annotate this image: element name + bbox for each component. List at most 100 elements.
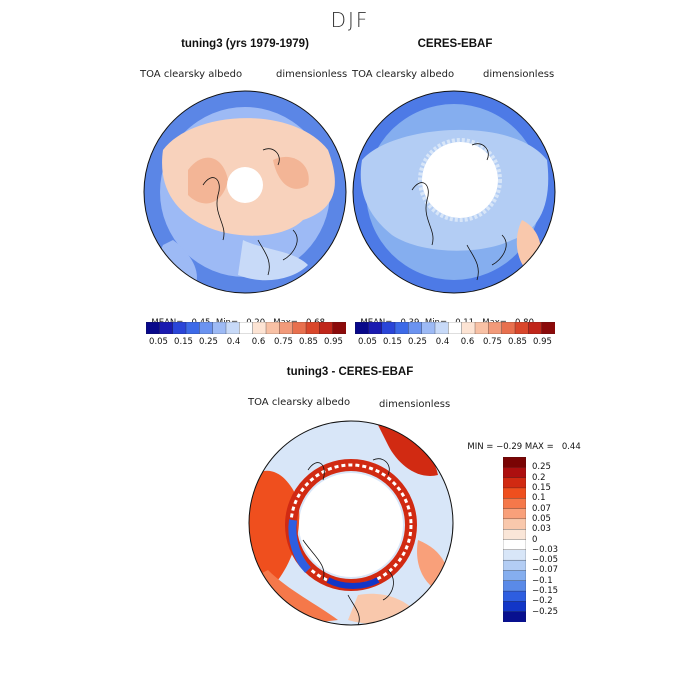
- panel1-colorbar-tick-label: 0.15: [174, 337, 193, 347]
- panel3-min-label: MIN =: [467, 442, 494, 452]
- panel1-colorbar-swatch: [212, 322, 227, 334]
- panel3-coastlines: [302, 458, 394, 625]
- panel1-variable: TOA clearsky albedo: [140, 69, 243, 80]
- panel1-colorbar-tick-label: 0.25: [199, 337, 218, 347]
- panel3-colorbar-swatch: [503, 590, 526, 602]
- panel3-colorbar-tick-label: −0.03: [532, 544, 559, 555]
- panel3-colorbar-tick-label: −0.1: [532, 575, 553, 586]
- panel1-colorbar-labels: 0.05 0.15 0.25 0.4 0.6 0.75 0.85 0.95: [146, 337, 346, 349]
- panel3-min: −0.29: [496, 442, 523, 452]
- panel2-colorbar-swatch: [541, 322, 555, 334]
- panel2-colorbar-swatch: [474, 322, 489, 334]
- panel3-colorbar-swatch: [503, 487, 526, 499]
- panel2-colorbar-swatch: [355, 322, 369, 334]
- panel2-colorbar-swatch: [381, 322, 396, 334]
- panel1-colorbar: [146, 322, 346, 334]
- panel3-colorbar: [503, 457, 526, 622]
- panel2-variable: TOA clearsky albedo: [352, 69, 455, 80]
- panel1-colorbar-tick-label: 0.4: [226, 337, 241, 347]
- panel1-colorbar-swatch: [319, 322, 334, 334]
- panel1-colorbar-swatch: [159, 322, 174, 334]
- panel3-colorbar-tick-label: 0: [532, 534, 538, 545]
- panel2-colorbar-swatch: [488, 322, 503, 334]
- panel1-polar-gap: [227, 167, 263, 203]
- panel3-colorbar-tick-label: 0.25: [532, 462, 551, 473]
- panel2-polar-gap: [422, 142, 498, 218]
- panel3-colorbar-swatch: [503, 467, 526, 479]
- panel2-colorbar-swatch: [408, 322, 423, 334]
- panel2-colorbar-swatch: [501, 322, 516, 334]
- panel3-colorbar-swatch: [503, 549, 526, 561]
- panel3-colorbar-tick-label: −0.25: [532, 606, 559, 617]
- panel3-colorbar-swatch: [503, 498, 526, 510]
- panel2-colorbar-swatch: [514, 322, 529, 334]
- panel3-colorbar-swatch: [503, 529, 526, 540]
- panel2-title: CERES-EBAF: [417, 38, 493, 50]
- panel2-colorbar-swatch: [394, 322, 409, 334]
- panel3-colorbar-swatch: [503, 601, 526, 613]
- panel3-max: 0.44: [561, 442, 581, 452]
- panel1-colorbar-swatch: [199, 322, 214, 334]
- panel1-colorbar-swatch: [265, 322, 280, 334]
- season-title: DJF: [330, 8, 370, 32]
- panel2-colorbar-tick-label: 0.95: [533, 337, 552, 347]
- panel2-colorbar-swatch: [461, 322, 476, 334]
- panel2-colorbar-swatch: [421, 322, 436, 334]
- panel1-units: dimensionless: [276, 69, 348, 80]
- panel3-units: dimensionless: [379, 399, 451, 410]
- panel1-colorbar-tick-label: 0.05: [149, 337, 168, 347]
- panel3-colorbar-swatch: [503, 477, 526, 489]
- panel1-colorbar-swatch: [252, 322, 267, 334]
- panel3-colorbar-labels: 0.25 0.2 0.15 0.1 0.07 0.05 0.03 0 −0.03 −0.05 −0.…: [530, 457, 590, 622]
- panel3-colorbar-swatch: [503, 570, 526, 582]
- panel3-colorbar-tick-label: 0.05: [532, 513, 551, 524]
- panel3-colorbar-swatch: [503, 508, 526, 520]
- panel1-polar-map: [143, 90, 347, 294]
- panel2-colorbar-tick-label: 0.05: [358, 337, 377, 347]
- panel1-colorbar-tick-label: 0.6: [251, 337, 266, 347]
- panel2-colorbar: [355, 322, 555, 334]
- panel1-colorbar-swatch: [332, 322, 346, 334]
- panel3-polar-map: [248, 420, 454, 626]
- panel2-colorbar-tick-label: 0.25: [408, 337, 427, 347]
- panel3-colorbar-tick-label: −0.2: [532, 596, 553, 607]
- panel2-colorbar-swatch: [434, 322, 449, 334]
- panel2-coastlines: [411, 143, 507, 281]
- panel3-colorbar-swatch: [503, 518, 526, 530]
- panel2-colorbar-tick-label: 0.85: [508, 337, 527, 347]
- panel1-colorbar-swatch: [292, 322, 307, 334]
- panel3-colorbar-swatch: [503, 457, 526, 468]
- panel1-colorbar-swatch: [185, 322, 200, 334]
- panel1-colorbar-swatch: [172, 322, 187, 334]
- panel1-colorbar-swatch: [225, 322, 240, 334]
- panel3-max-label: MAX =: [524, 442, 554, 452]
- panel1-colorbar-tick-label: 0.75: [274, 337, 293, 347]
- panel3-colorbar-swatch: [503, 611, 526, 622]
- panel3-colorbar-tick-label: 0.15: [532, 482, 551, 493]
- panel1-coastlines: [202, 148, 298, 276]
- panel1-colorbar-swatch: [305, 322, 320, 334]
- panel3-colorbar-swatch: [503, 580, 526, 592]
- panel1-title: tuning3 (yrs 1979-1979): [181, 38, 309, 50]
- panel3-colorbar-tick-label: 0.1: [532, 493, 546, 504]
- panel2-units: dimensionless: [483, 69, 555, 80]
- panel3-variable: TOA clearsky albedo: [248, 397, 351, 408]
- panel2-polar-map: [352, 90, 556, 294]
- panel2-colorbar-tick-label: 0.4: [435, 337, 450, 347]
- panel2-colorbar-swatch: [528, 322, 543, 334]
- panel3-colorbar-tick-label: −0.07: [532, 565, 559, 576]
- panel3-colorbar-tick-label: 0.07: [532, 503, 551, 514]
- panel3-title: tuning3 - CERES-EBAF: [286, 366, 414, 378]
- panel3-colorbar-tick-label: 0.2: [532, 472, 546, 483]
- panel2-colorbar-swatch: [368, 322, 383, 334]
- panel1-colorbar-tick-label: 0.95: [324, 337, 343, 347]
- panel1-colorbar-swatch: [146, 322, 160, 334]
- panel1-colorbar-swatch: [239, 322, 254, 334]
- panel3-colorbar-tick-label: 0.03: [532, 524, 551, 535]
- panel2-colorbar-tick-label: 0.6: [460, 337, 475, 347]
- panel2-colorbar-labels: 0.05 0.15 0.25 0.4 0.6 0.75 0.85 0.95: [355, 337, 555, 349]
- panel2-colorbar-swatch: [448, 322, 463, 334]
- panel2-colorbar-tick-label: 0.15: [383, 337, 402, 347]
- panel1-colorbar-swatch: [279, 322, 294, 334]
- panel2-colorbar-tick-label: 0.75: [483, 337, 502, 347]
